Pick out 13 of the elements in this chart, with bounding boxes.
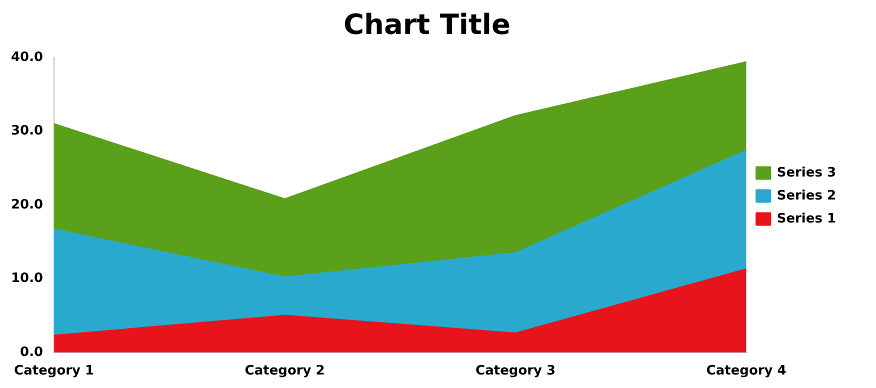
chart-title: Chart Title [344, 8, 510, 42]
x-tick-label: Category 2 [244, 364, 325, 379]
y-tick-label: 40.0 [10, 50, 44, 65]
legend-label: Series 1 [776, 211, 836, 226]
x-tick-label: Category 4 [706, 364, 786, 379]
y-tick-label: 0.0 [20, 344, 44, 360]
legend-label: Series 3 [776, 165, 836, 180]
legend-label: Series 2 [776, 188, 836, 204]
y-tick-label: 30.0 [10, 124, 44, 139]
x-tick-label: Category 3 [476, 364, 556, 379]
y-tick-label: 10.0 [10, 271, 44, 286]
y-tick-label: 20.0 [10, 197, 44, 212]
x-tick-label: Category 1 [14, 364, 94, 379]
